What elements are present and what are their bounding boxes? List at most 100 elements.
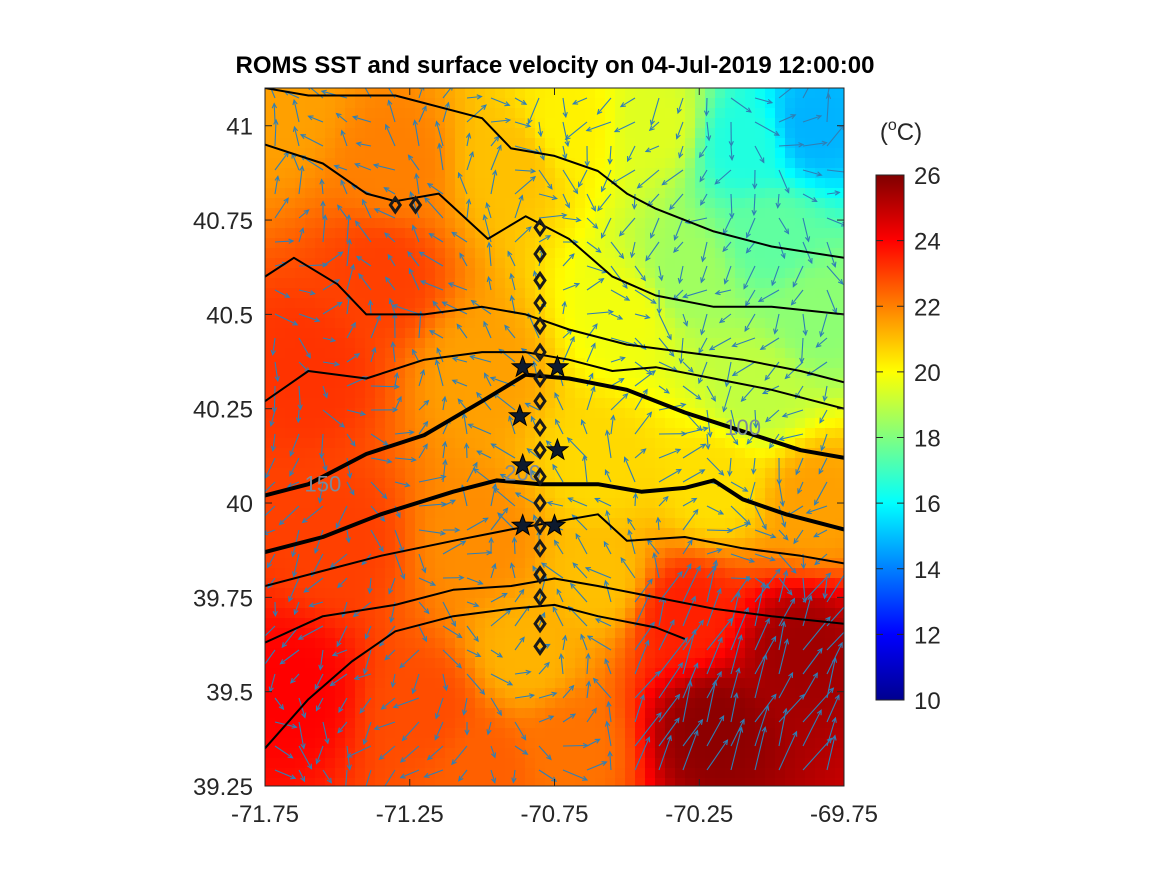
sst-cell	[825, 468, 836, 479]
velocity-arrow	[782, 409, 804, 417]
sst-cell	[315, 98, 326, 109]
sst-cell	[435, 478, 446, 489]
sst-cell	[805, 228, 816, 239]
velocity-arrow-head	[525, 226, 532, 232]
sst-cell	[525, 618, 536, 629]
velocity-arrow	[610, 378, 624, 387]
sst-cell	[525, 118, 536, 129]
sst-cell	[655, 658, 666, 669]
sst-cell	[515, 428, 526, 439]
sst-cell	[585, 768, 596, 779]
sst-cell	[735, 438, 746, 449]
sst-cell	[505, 668, 516, 679]
velocity-arrow-head	[743, 283, 749, 290]
sst-cell	[385, 768, 396, 779]
sst-cell	[735, 528, 746, 539]
velocity-arrow	[358, 273, 372, 291]
sst-cell	[375, 608, 386, 619]
sst-cell	[645, 458, 656, 469]
sst-cell	[425, 368, 436, 379]
sst-cell	[745, 778, 756, 786]
sst-cell	[275, 398, 286, 409]
sst-cell	[285, 238, 296, 249]
velocity-arrow	[816, 337, 828, 348]
sst-cell	[365, 478, 376, 489]
sst-cell	[265, 158, 276, 169]
sst-cell	[595, 98, 606, 109]
sst-cell	[265, 548, 276, 559]
sst-cell	[615, 698, 626, 709]
sst-cell	[725, 658, 736, 669]
sst-cell	[665, 548, 676, 559]
sst-cell	[445, 108, 456, 119]
sst-cell	[285, 158, 296, 169]
sst-cell	[425, 458, 436, 469]
sst-cell	[825, 238, 836, 249]
sst-cell	[835, 518, 844, 529]
velocity-arrow-head	[577, 181, 583, 188]
sst-cell	[345, 188, 356, 199]
sst-cell	[795, 688, 806, 699]
sst-cell	[465, 318, 476, 329]
sst-cell	[265, 518, 276, 529]
sst-cell	[795, 648, 806, 659]
sst-cell	[815, 628, 826, 639]
sst-cell	[785, 698, 796, 709]
sst-cell	[645, 168, 656, 179]
sst-cell	[305, 638, 316, 649]
sst-cell	[445, 748, 456, 759]
velocity-arrow	[706, 529, 732, 532]
velocity-arrow-head	[700, 277, 706, 284]
sst-cell	[385, 288, 396, 299]
sst-cell	[795, 228, 806, 239]
sst-cell	[265, 588, 276, 599]
sst-cell	[305, 398, 316, 409]
sst-cell	[335, 718, 346, 729]
sst-cell	[675, 278, 686, 289]
sst-cell	[615, 468, 626, 479]
sst-cell	[505, 338, 516, 349]
sst-cell	[565, 128, 576, 139]
sst-cell	[595, 578, 606, 589]
sst-cell	[315, 108, 326, 119]
velocity-arrow-head	[598, 278, 605, 284]
sst-cell	[585, 438, 596, 449]
sst-cell	[575, 418, 586, 429]
velocity-arrow	[346, 264, 355, 291]
sst-cell	[395, 248, 406, 259]
sst-cell	[665, 178, 676, 189]
velocity-arrow	[346, 322, 356, 339]
sst-cell	[265, 358, 276, 369]
sst-cell	[555, 408, 566, 419]
velocity-arrow	[387, 254, 396, 267]
sst-cell	[455, 548, 466, 559]
sst-cell	[465, 588, 476, 599]
sst-cell	[705, 668, 716, 679]
sst-cell	[425, 758, 436, 769]
sst-cell	[265, 578, 276, 589]
sst-cell	[335, 98, 346, 109]
velocity-arrow-head	[297, 404, 303, 411]
sst-cell	[405, 378, 416, 389]
sst-cell	[355, 638, 366, 649]
velocity-arrow-head	[722, 246, 728, 253]
velocity-arrow	[442, 301, 468, 315]
sst-cell	[435, 638, 446, 649]
sst-cell	[605, 248, 616, 259]
velocity-arrow	[510, 273, 516, 291]
sst-cell	[775, 748, 786, 759]
sst-cell	[775, 238, 786, 249]
sst-cell	[695, 188, 706, 199]
sst-cell	[675, 368, 686, 379]
sst-cell	[755, 248, 766, 259]
sst-cell	[405, 98, 416, 109]
sst-cell	[835, 228, 844, 239]
sst-cell	[795, 658, 806, 669]
sst-cell	[375, 308, 386, 319]
velocity-arrow	[289, 457, 300, 476]
sst-cell	[295, 218, 306, 229]
sst-cell	[635, 468, 646, 479]
sst-cell	[265, 388, 276, 399]
sst-cell	[435, 318, 446, 329]
sst-cell	[645, 658, 656, 669]
